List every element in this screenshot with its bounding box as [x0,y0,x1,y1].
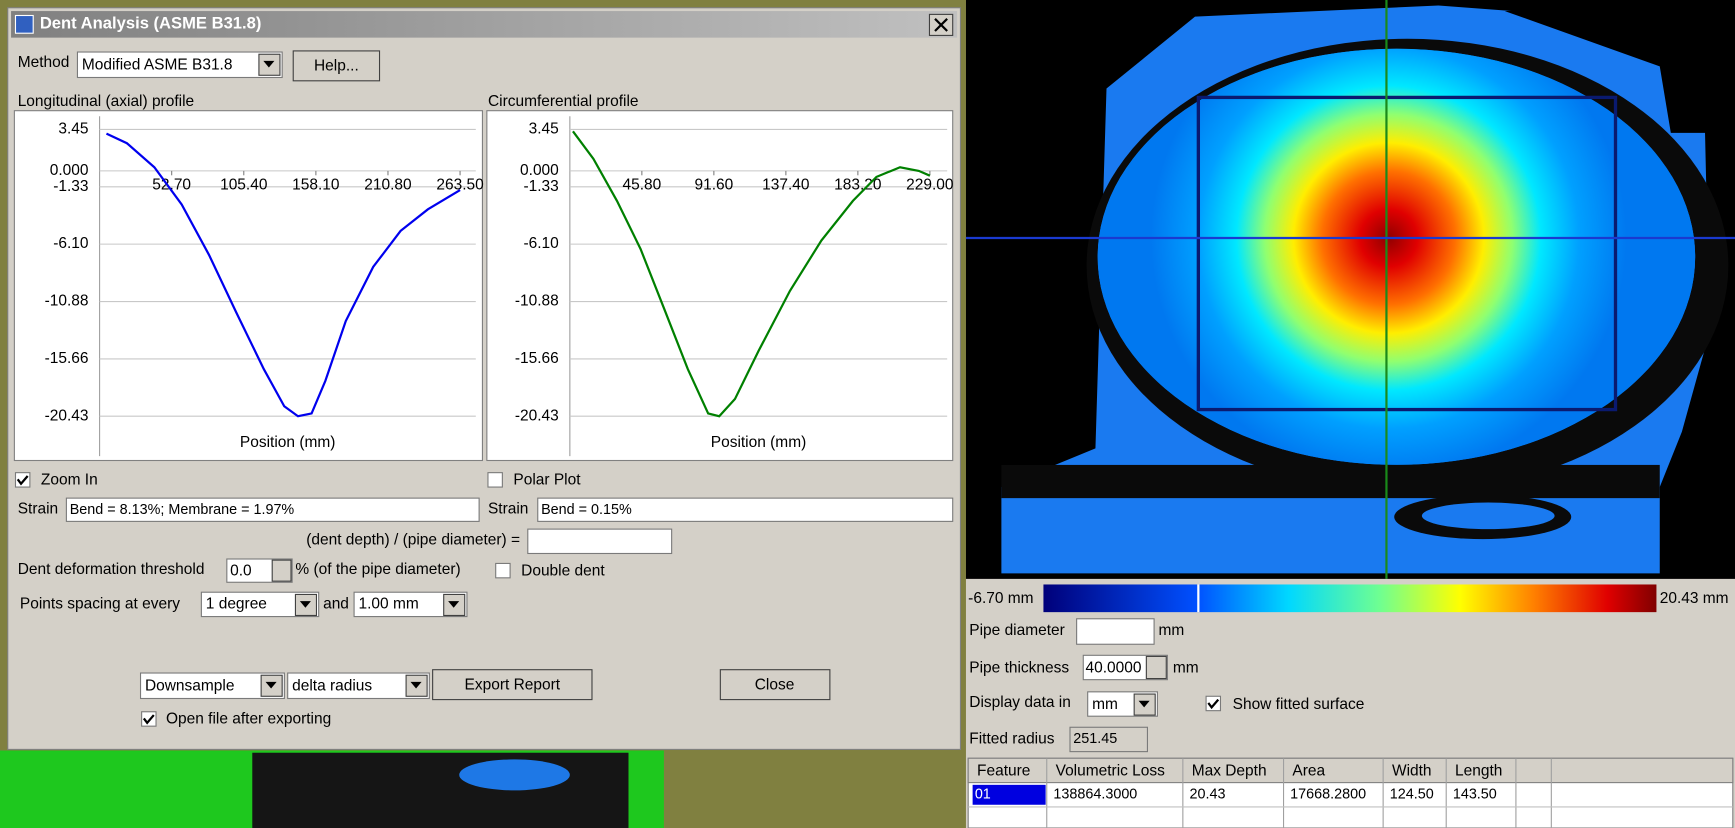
label: mm [1159,622,1185,639]
y-tick-label: -20.43 [45,407,89,424]
spin-button[interactable] [1146,656,1166,678]
checkbox-label: Show fitted surface [1233,696,1365,713]
y-tick-label: -1.33 [523,178,558,195]
spin-button[interactable] [272,560,291,581]
dropdown-value: 1.00 mm [359,595,419,612]
table-cell: 124.50 [1390,787,1434,803]
y-tick-label: -1.33 [53,178,88,195]
table-cell: 143.50 [1453,787,1497,803]
y-tick-label: -6.10 [523,235,558,252]
column-header: Max Depth [1192,763,1267,780]
y-tick-label: -15.66 [45,350,89,367]
scale-max: 20.43 mm [1660,590,1729,607]
label: % (of the pipe diameter) [295,561,460,578]
x-tick-label: 105.40 [220,176,267,193]
button-label: Close [755,676,795,693]
chart-panel: Circumferential profile 3.45 0.000-1.33 -6.… [487,93,954,461]
label: Dent deformation threshold [18,561,205,578]
dropdown-value: Downsample [145,677,234,694]
checkbox[interactable] [488,473,502,487]
screen: Dent Analysis (ASME B31.8) Method Modifi… [0,0,1735,828]
readonly-value: 251.45 [1073,731,1117,747]
dialog-title: Dent Analysis (ASME B31.8) [40,14,262,33]
button-label: Help... [314,58,359,75]
chart-title: Longitudinal (axial) profile [18,93,194,110]
background-view [459,759,570,790]
table-cell: 01 [975,787,991,803]
column-header: Width [1392,763,1432,780]
label: Display data in [969,694,1071,711]
column-header: Feature [977,763,1030,780]
chart-title: Circumferential profile [488,93,639,110]
x-tick-label: 91.60 [694,176,733,193]
button-label: Export Report [465,676,561,693]
label: Strain [488,500,528,517]
spin-value: 0.0 [230,562,252,579]
x-axis-label: Position (mm) [240,434,335,451]
label: Fitted radius [969,731,1054,748]
label: Strain [18,500,58,517]
text-value: Bend = 0.15% [541,502,632,518]
app-icon [15,15,33,33]
dropdown-value: 1 degree [206,595,267,612]
fitted-surface [1098,49,1696,465]
background-view [252,753,628,828]
color-bar [1043,584,1656,612]
spin-value: 40.0000 [1085,660,1141,677]
y-tick-label: -20.43 [515,407,559,424]
x-tick-label: 229.00 [906,176,953,193]
y-tick-label: -6.10 [53,235,88,252]
y-tick-label: 0.000 [520,162,559,179]
label: (dent depth) / (pipe diameter) = [306,531,520,548]
table-cell: 17668.2800 [1290,787,1366,803]
column-header: Area [1292,763,1325,780]
checkbox-label: Zoom In [41,472,98,489]
y-tick-label: 3.45 [529,121,559,138]
page: Dent Analysis (ASME B31.8) Method Modifi… [0,0,1735,828]
column-header: Length [1455,763,1502,780]
label: Pipe thickness [969,660,1069,677]
y-tick-label: -15.66 [515,350,559,367]
dropdown-value: mm [1092,696,1118,713]
surface [1422,503,1555,530]
x-tick-label: 45.80 [622,176,661,193]
text-value: Bend = 8.13%; Membrane = 1.97% [70,502,295,518]
x-tick-label: 137.40 [762,176,809,193]
chart-panel: Longitudinal (axial) profile 3.45 0.000-1.… [14,93,483,461]
checkbox-label: Polar Plot [513,472,581,489]
label: mm [1173,660,1199,677]
label: and [323,595,349,612]
y-tick-label: -10.88 [515,293,559,310]
label: Method [18,54,70,71]
checkbox-label: Double dent [521,562,605,579]
y-tick-label: 0.000 [50,162,89,179]
checkbox-label: Open file after exporting [166,711,331,728]
x-tick-label: 210.80 [364,176,411,193]
column-header: Volumetric Loss [1056,763,1166,780]
dropdown-value: Modified ASME B31.8 [82,56,233,73]
y-tick-label: 3.45 [58,121,88,138]
text-field[interactable] [528,529,672,553]
scale-min: -6.70 mm [968,590,1033,607]
label: Pipe diameter [969,622,1065,639]
x-tick-label: 158.10 [292,176,339,193]
label: Points spacing at every [20,595,180,612]
y-tick-label: -10.88 [45,293,89,310]
x-axis-label: Position (mm) [711,434,806,451]
feature-table: Feature Volumetric Loss Max Depth Area Width… [968,758,1733,828]
surface-band [1001,465,1659,498]
table-cell: 138864.3000 [1053,787,1137,803]
table-cell: 20.43 [1189,787,1225,803]
dropdown-value: delta radius [292,677,372,694]
checkbox[interactable] [496,563,510,577]
text-field[interactable] [1077,619,1154,644]
